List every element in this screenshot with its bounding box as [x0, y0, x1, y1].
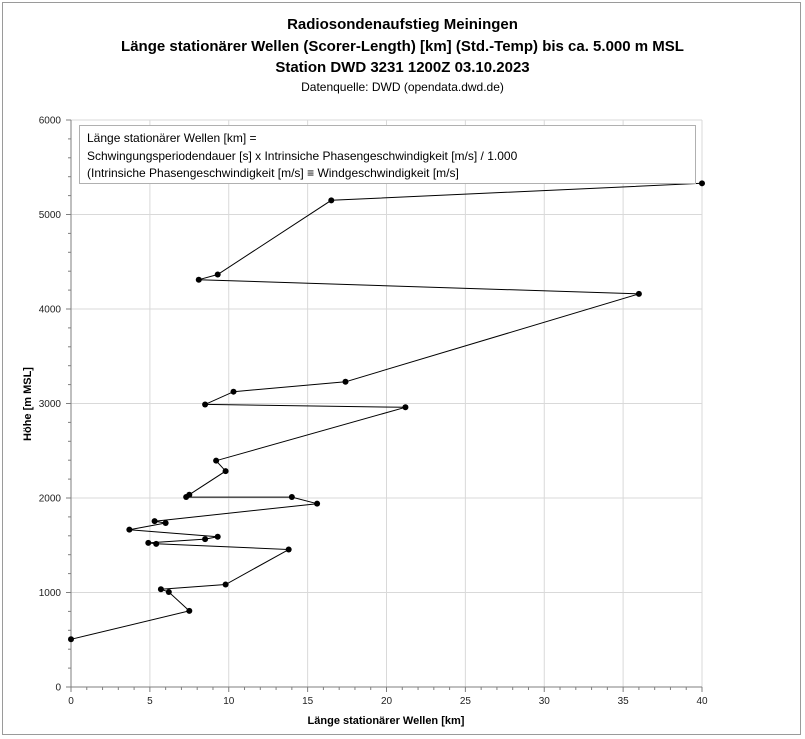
data-point: [222, 581, 229, 588]
data-point: [68, 636, 74, 643]
data-point: [153, 540, 160, 547]
data-point: [230, 388, 237, 395]
data-point: [213, 457, 220, 464]
y-tick-label: 6000: [39, 116, 62, 127]
chart-title-line-3: Station DWD 3231 1200Z 03.10.2023: [275, 59, 530, 76]
data-point: [202, 401, 209, 408]
x-tick-label: 15: [302, 696, 314, 707]
data-point: [699, 180, 705, 187]
axes: [66, 119, 703, 692]
formula-note-line-1: Länge stationärer Wellen [km] =: [87, 131, 257, 145]
x-tick-label: 5: [147, 696, 153, 707]
data-point: [214, 533, 221, 540]
formula-note-line-3: (Intrinsiche Phasengeschwindigkeit [m/s]…: [87, 166, 459, 180]
formula-note-line-2: Schwingungsperiodendauer [s] x Intrinsic…: [87, 148, 518, 163]
data-point: [342, 378, 349, 385]
data-point: [214, 271, 221, 278]
data-point: [195, 276, 202, 283]
x-axis-label: Länge stationärer Wellen [km]: [308, 715, 465, 727]
x-tick-label: 30: [539, 696, 551, 707]
x-tick-label: 10: [223, 696, 235, 707]
data-point: [202, 536, 209, 543]
chart-title-line-2: Länge stationärer Wellen (Scorer-Length)…: [121, 37, 684, 55]
data-point: [162, 520, 169, 527]
data-point: [126, 526, 133, 533]
x-tick-label: 0: [68, 696, 74, 707]
data-point: [288, 494, 295, 501]
series-group: [68, 180, 705, 643]
data-point: [151, 518, 158, 525]
y-tick-label: 4000: [39, 305, 62, 316]
data-point: [186, 491, 193, 498]
formula-note-box: Länge stationärer Wellen [km] = Schwingu…: [79, 125, 696, 184]
x-tick-label: 25: [460, 696, 472, 707]
x-tick-label: 40: [696, 696, 708, 707]
series-line: [70, 182, 703, 640]
y-axis-label: Höhe [m MSL]: [22, 367, 34, 441]
chart-source-line: Datenquelle: DWD (opendata.dwd.de): [301, 79, 504, 94]
grid-lines: [71, 119, 703, 687]
y-tick-label: 3000: [39, 399, 62, 410]
chart-title-line-1: Radiosondenaufstieg Meiningen: [287, 16, 518, 33]
data-point: [186, 607, 193, 614]
y-tick-label: 1000: [39, 588, 62, 599]
data-point: [314, 500, 321, 507]
y-tick-label: 5000: [39, 210, 62, 221]
data-point: [328, 197, 335, 204]
x-tick-label: 20: [381, 696, 393, 707]
chart-titles: Radiosondenaufstieg Meiningen Länge stat…: [0, 14, 805, 95]
data-point: [635, 290, 642, 297]
data-point: [285, 546, 292, 553]
data-point: [145, 539, 152, 546]
data-point: [157, 586, 164, 593]
x-tick-label: 35: [618, 696, 630, 707]
tick-labels: 0 1000 2000 3000 4000 5000 6000 0 5 10 15 20 25 30 35 4…: [39, 116, 708, 708]
data-point: [165, 589, 172, 596]
y-tick-label: 2000: [39, 494, 62, 505]
y-tick-label: 0: [55, 683, 61, 694]
data-point: [402, 404, 409, 411]
data-point: [222, 468, 229, 475]
